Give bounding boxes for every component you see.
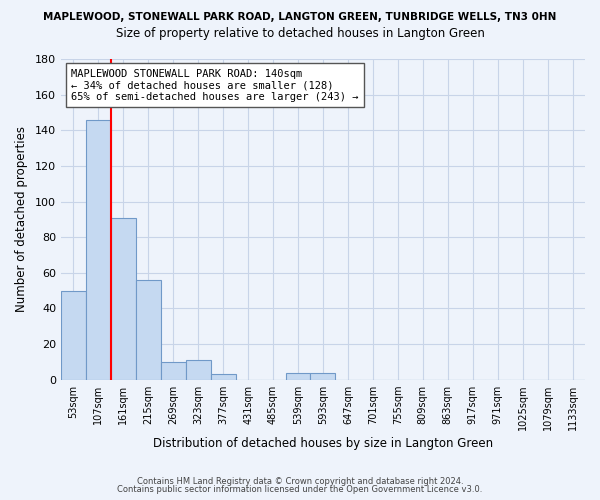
Bar [186,360,211,380]
Text: MAPLEWOOD, STONEWALL PARK ROAD, LANGTON GREEN, TUNBRIDGE WELLS, TN3 0HN: MAPLEWOOD, STONEWALL PARK ROAD, LANGTON … [43,12,557,22]
Bar [161,362,186,380]
Bar [211,374,236,380]
Text: Size of property relative to detached houses in Langton Green: Size of property relative to detached ho… [116,28,484,40]
X-axis label: Distribution of detached houses by size in Langton Green: Distribution of detached houses by size … [153,437,493,450]
Bar [310,372,335,380]
Bar [86,120,111,380]
Bar [111,218,136,380]
Text: MAPLEWOOD STONEWALL PARK ROAD: 140sqm
← 34% of detached houses are smaller (128): MAPLEWOOD STONEWALL PARK ROAD: 140sqm ← … [71,68,359,102]
Text: Contains public sector information licensed under the Open Government Licence v3: Contains public sector information licen… [118,485,482,494]
Bar [61,290,86,380]
Bar [136,280,161,380]
Text: Contains HM Land Registry data © Crown copyright and database right 2024.: Contains HM Land Registry data © Crown c… [137,477,463,486]
Y-axis label: Number of detached properties: Number of detached properties [15,126,28,312]
Bar [286,372,310,380]
